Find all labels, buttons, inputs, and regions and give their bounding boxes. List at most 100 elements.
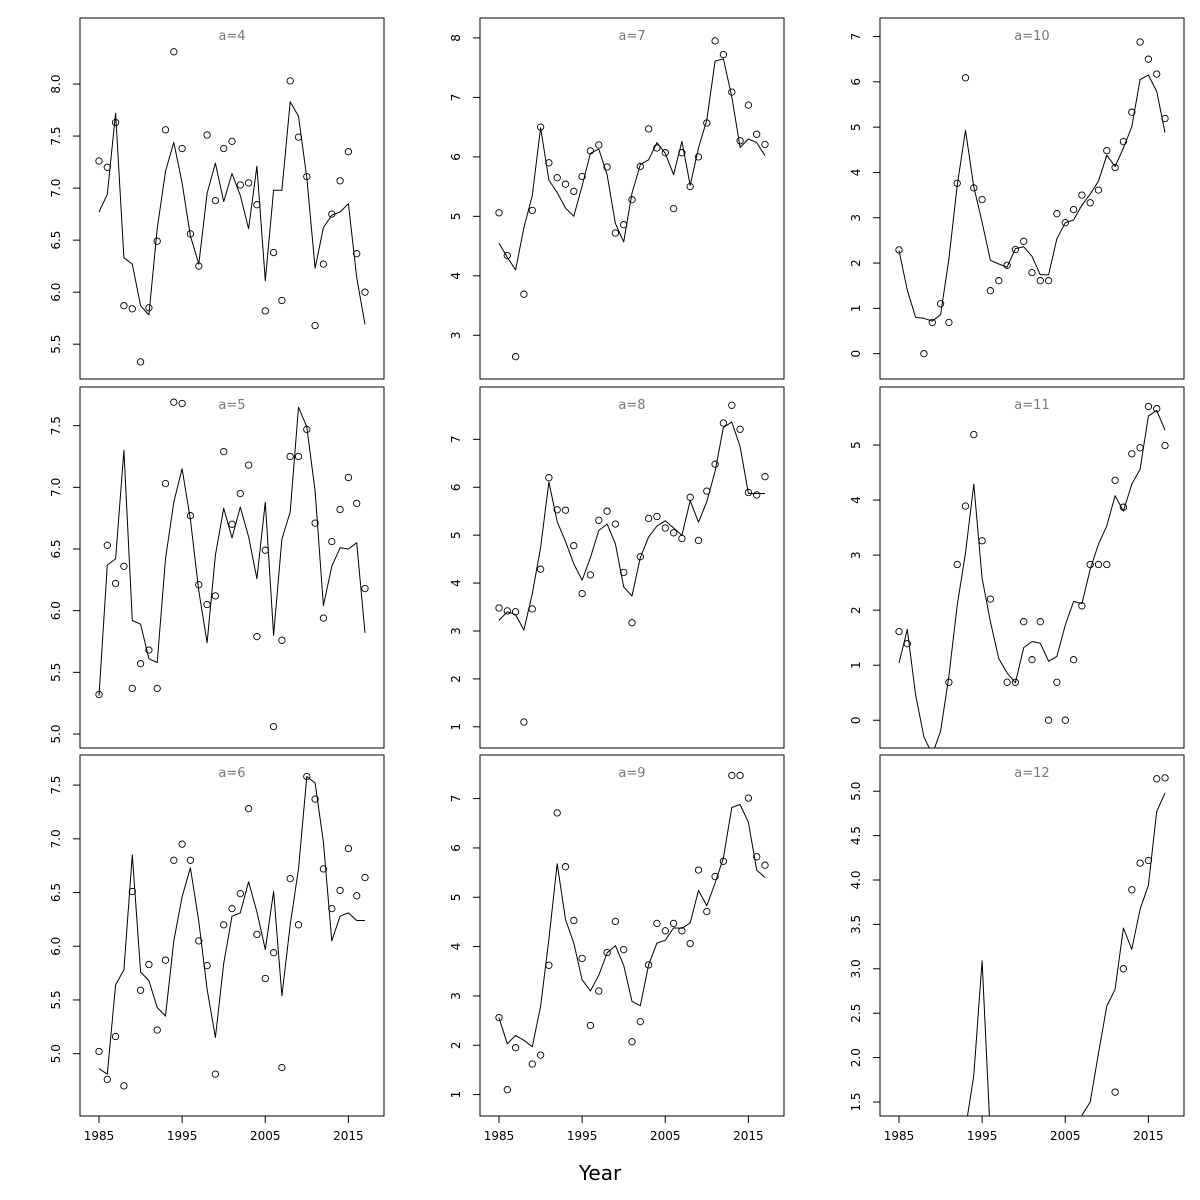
observed-point xyxy=(736,425,744,433)
y-tick-label: 1.5 xyxy=(849,1092,863,1111)
panel-title: a=5 xyxy=(218,398,245,413)
observed-point xyxy=(578,954,586,963)
observed-point xyxy=(603,163,611,171)
panel-9: a=12 1.5 2.0 2.5 3.0 3.5 4.0 4.5 5.0 1985 1995 2005… xyxy=(849,754,1185,1143)
observed-point xyxy=(536,565,545,573)
observed-point xyxy=(728,771,736,780)
y-tick-label: 6.0 xyxy=(49,283,63,302)
x-tick-label: 1995 xyxy=(567,1129,598,1143)
panel-title: a=9 xyxy=(618,766,645,781)
observed-point xyxy=(111,1032,120,1041)
observed-point xyxy=(1069,656,1078,664)
observed-point xyxy=(1011,678,1020,686)
observed-point xyxy=(153,237,161,245)
observed-point xyxy=(895,627,903,636)
observed-point xyxy=(511,353,520,361)
observed-point xyxy=(1003,678,1011,686)
fitted-line xyxy=(98,101,366,325)
y-tick-label: 5 xyxy=(449,531,463,539)
observed-point xyxy=(953,179,961,187)
panel-frame xyxy=(879,754,1185,1117)
observed-point xyxy=(703,487,711,495)
y-tick-label: 1 xyxy=(449,1091,463,1099)
panel-frame xyxy=(479,754,785,1117)
x-tick-label: 2005 xyxy=(650,1129,681,1143)
observed-point xyxy=(236,489,244,498)
observed-point xyxy=(211,592,220,600)
observed-point xyxy=(1028,656,1036,664)
y-tick-label: 8 xyxy=(449,34,463,42)
observed-point xyxy=(719,419,728,427)
y-tick-label: 6 xyxy=(849,78,863,86)
observed-point xyxy=(595,987,603,995)
y-tick-label: 6 xyxy=(449,153,463,161)
y-tick-label: 6.0 xyxy=(49,937,63,956)
y-tick-label: 4.0 xyxy=(849,870,863,889)
panel-title: a=12 xyxy=(1014,766,1049,781)
observed-point xyxy=(503,607,511,615)
x-tick-label: 2005 xyxy=(250,1129,281,1143)
observed-point xyxy=(961,74,970,82)
observed-point xyxy=(586,571,595,579)
observed-point xyxy=(195,262,203,270)
observed-point xyxy=(678,149,686,157)
observed-point xyxy=(1119,965,1128,973)
y-tick-label: 3.0 xyxy=(849,959,863,978)
y-tick-label: 3 xyxy=(449,331,463,339)
observed-point xyxy=(1103,560,1111,569)
observed-point xyxy=(220,447,228,456)
panel-frame xyxy=(79,17,385,380)
observed-point xyxy=(120,562,128,570)
observed-point xyxy=(228,137,236,145)
panel-4: a=7 3 4 5 6 7 8 xyxy=(449,17,785,380)
observed-point xyxy=(195,937,203,945)
observed-point xyxy=(1028,268,1036,277)
y-tick-label: 2 xyxy=(449,1041,463,1049)
observed-point xyxy=(511,1044,520,1052)
observed-point xyxy=(228,904,236,913)
observed-point xyxy=(128,887,136,896)
y-tick-label: 6 xyxy=(449,483,463,491)
observed-point xyxy=(1161,774,1169,782)
observed-point xyxy=(570,542,578,550)
fitted-line xyxy=(498,421,765,631)
panel-3: a=6 5.0 5.5 6.0 6.5 7.0 7.5 1985 1995 2005 2015 xyxy=(49,754,385,1143)
observed-point xyxy=(761,861,769,869)
observed-point xyxy=(186,512,195,520)
y-tick-label: 5.5 xyxy=(49,990,63,1009)
observed-point xyxy=(561,863,570,871)
observed-point xyxy=(178,144,186,153)
y-tick-label: 7.5 xyxy=(49,127,63,146)
observed-point xyxy=(503,251,511,260)
observed-point xyxy=(170,398,178,406)
plot-area xyxy=(495,37,769,361)
y-tick-label: 3 xyxy=(449,992,463,1000)
x-tick-label: 2015 xyxy=(1133,1129,1164,1143)
observed-point xyxy=(278,1063,286,1072)
observed-point xyxy=(153,684,161,693)
observed-point xyxy=(711,460,719,468)
observed-point xyxy=(961,502,970,510)
y-tick-label: 5.0 xyxy=(849,782,863,801)
observed-point xyxy=(903,640,911,648)
y-tick-label: 6.5 xyxy=(49,883,63,902)
panel-title: a=8 xyxy=(618,398,645,413)
observed-point xyxy=(644,514,653,523)
observed-point xyxy=(586,1021,595,1030)
observed-point xyxy=(545,961,553,969)
y-tick-label: 5 xyxy=(849,441,863,449)
observed-point xyxy=(120,1082,128,1090)
observed-point xyxy=(244,805,253,813)
observed-point xyxy=(244,461,253,469)
observed-point xyxy=(1020,237,1028,245)
observed-point xyxy=(661,149,669,157)
observed-point xyxy=(128,684,136,693)
y-tick-label: 7.5 xyxy=(49,416,63,435)
observed-point xyxy=(95,690,103,699)
observed-point xyxy=(669,529,678,537)
observed-point xyxy=(895,246,903,254)
observed-point xyxy=(611,520,620,528)
observed-point xyxy=(211,1070,220,1078)
panel-title: a=11 xyxy=(1014,398,1049,413)
y-tick-label: 7 xyxy=(449,795,463,803)
